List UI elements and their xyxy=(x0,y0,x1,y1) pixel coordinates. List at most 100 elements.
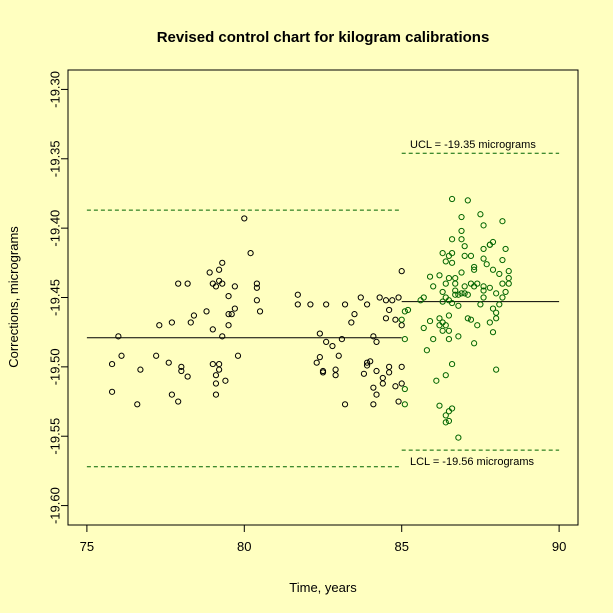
y-tick-label: -19.30 xyxy=(48,71,63,108)
data-point xyxy=(401,336,408,343)
data-point xyxy=(480,283,487,290)
data-point xyxy=(316,330,323,337)
data-point xyxy=(496,270,503,278)
data-point xyxy=(467,316,475,323)
data-point xyxy=(370,401,377,408)
data-point xyxy=(209,326,216,333)
data-point xyxy=(464,197,471,204)
data-point xyxy=(461,290,468,297)
data-point xyxy=(452,287,459,294)
data-point xyxy=(363,362,371,369)
data-point xyxy=(455,434,462,441)
data-point xyxy=(461,243,468,250)
data-point xyxy=(433,377,440,384)
data-point xyxy=(386,369,393,376)
data-point xyxy=(234,352,242,359)
data-point xyxy=(187,319,194,326)
y-axis-label: Corrections, micrograms xyxy=(6,226,21,368)
data-point xyxy=(401,385,408,393)
data-point xyxy=(175,280,182,287)
data-points xyxy=(108,195,512,441)
data-point xyxy=(426,273,434,280)
data-point xyxy=(445,274,453,282)
data-point xyxy=(175,398,182,405)
data-point xyxy=(332,372,339,379)
data-point xyxy=(360,370,368,377)
data-point xyxy=(448,259,456,266)
data-point xyxy=(448,195,456,203)
data-point xyxy=(467,252,475,259)
data-point xyxy=(489,238,497,246)
data-point xyxy=(442,322,449,329)
data-point xyxy=(445,312,453,319)
data-point xyxy=(219,333,226,340)
data-point xyxy=(452,291,459,298)
y-tick-label: -19.40 xyxy=(48,210,63,247)
data-point xyxy=(442,258,449,265)
data-point xyxy=(505,268,512,275)
data-point xyxy=(351,311,358,318)
data-point xyxy=(203,308,210,315)
data-point xyxy=(455,333,462,340)
data-point xyxy=(474,322,481,329)
data-point xyxy=(420,294,427,301)
data-point xyxy=(222,377,229,384)
data-point xyxy=(373,391,380,398)
data-point xyxy=(108,360,116,368)
data-point xyxy=(379,380,386,387)
data-point xyxy=(341,401,349,408)
data-point xyxy=(228,311,235,318)
data-point xyxy=(489,266,497,273)
data-point xyxy=(404,306,412,314)
data-point xyxy=(493,309,500,316)
data-point xyxy=(480,255,487,262)
data-point xyxy=(316,354,323,361)
data-point xyxy=(395,398,402,405)
data-point xyxy=(137,366,144,373)
data-point xyxy=(439,250,446,257)
data-point xyxy=(115,333,122,340)
data-point xyxy=(153,352,160,359)
data-point xyxy=(455,302,462,309)
data-point xyxy=(247,250,254,257)
data-point xyxy=(338,336,345,343)
data-point xyxy=(442,419,449,426)
x-axis-label: Time, years xyxy=(289,580,357,595)
data-point xyxy=(329,342,336,350)
data-point xyxy=(335,352,342,359)
data-point xyxy=(461,252,468,259)
data-point xyxy=(389,297,396,304)
data-point xyxy=(471,263,478,271)
data-point xyxy=(219,280,226,287)
data-point xyxy=(209,360,216,368)
data-point xyxy=(184,373,191,380)
data-point xyxy=(458,269,465,276)
data-point xyxy=(398,268,405,275)
data-point xyxy=(341,301,349,308)
data-point xyxy=(398,363,405,370)
data-point xyxy=(401,401,408,408)
data-point xyxy=(471,340,478,347)
y-tick-label: -19.50 xyxy=(48,348,63,385)
y-tick-label: -19.55 xyxy=(48,418,63,455)
data-point xyxy=(436,272,443,279)
data-point xyxy=(178,367,185,375)
data-point xyxy=(363,301,371,308)
data-point xyxy=(499,256,506,264)
data-point xyxy=(477,211,484,218)
data-point xyxy=(423,347,430,354)
data-point xyxy=(430,336,437,343)
data-point xyxy=(448,360,456,368)
data-point xyxy=(178,363,185,370)
data-point xyxy=(398,316,405,323)
data-point xyxy=(370,333,377,340)
data-point xyxy=(430,283,437,290)
x-tick-label: 85 xyxy=(394,539,408,554)
data-point xyxy=(464,315,471,322)
data-point xyxy=(134,401,141,408)
data-point xyxy=(395,294,402,301)
data-point xyxy=(216,366,223,373)
data-point xyxy=(493,290,500,297)
data-point xyxy=(436,315,443,322)
